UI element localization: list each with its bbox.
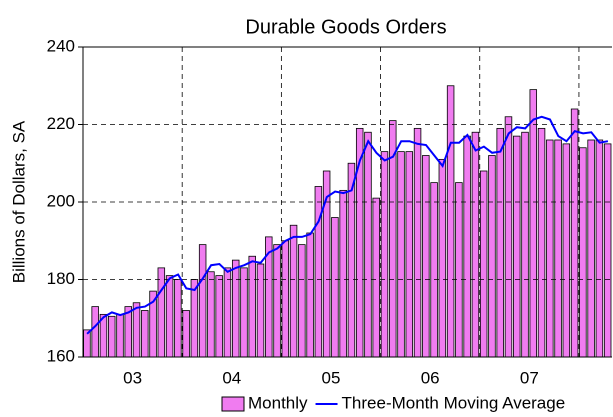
bar	[422, 155, 430, 358]
bar	[256, 263, 265, 358]
legend-swatch	[221, 396, 245, 412]
y-tick-label: 160	[47, 346, 75, 365]
legend-label: Three-Month Moving Average	[342, 393, 566, 412]
x-tick-label: 06	[421, 368, 440, 387]
bar	[298, 244, 306, 358]
bar	[587, 139, 595, 358]
y-tick-label: 180	[47, 269, 75, 288]
bar	[182, 310, 190, 358]
bar	[248, 255, 256, 358]
bar	[446, 85, 455, 358]
y-tick-label: 200	[47, 191, 75, 210]
moving-average-line	[86, 115, 609, 335]
bar	[107, 315, 116, 358]
bar	[207, 271, 215, 358]
bar	[397, 151, 405, 358]
bar	[488, 155, 496, 358]
x-tick-label: 03	[123, 368, 142, 387]
bar	[289, 224, 298, 358]
x-tick-label: 07	[520, 368, 539, 387]
bar	[116, 313, 124, 358]
bar	[430, 182, 438, 358]
y-tick-label: 220	[47, 114, 75, 133]
bar	[562, 143, 571, 358]
bar	[471, 131, 480, 358]
bar	[215, 275, 223, 358]
bar	[595, 139, 604, 358]
bar	[364, 131, 372, 358]
bar	[83, 329, 91, 358]
bar	[521, 131, 529, 358]
y-axis-label: Billions of Dollars, SA	[9, 120, 28, 283]
plot-frame	[82, 46, 612, 358]
bar	[405, 151, 414, 358]
bar	[347, 162, 356, 358]
bar	[372, 197, 380, 358]
bar	[463, 135, 471, 358]
bar	[455, 182, 463, 358]
bar	[165, 275, 174, 358]
bar	[132, 302, 141, 358]
bar	[157, 267, 166, 358]
chart-title: Durable Goods Orders	[245, 16, 446, 38]
bar	[198, 244, 207, 358]
bar	[438, 158, 447, 358]
bar	[339, 189, 347, 358]
bar	[603, 143, 612, 358]
bar	[240, 267, 248, 358]
x-tick-label: 04	[222, 368, 241, 387]
bar	[529, 89, 538, 358]
bar	[190, 279, 199, 358]
legend-label: Monthly	[248, 393, 308, 412]
bar	[504, 116, 513, 358]
bar	[380, 151, 389, 358]
bar	[306, 232, 314, 358]
bar	[231, 259, 240, 358]
bar	[331, 217, 339, 358]
bar	[554, 139, 562, 358]
bar	[174, 279, 182, 358]
bar	[546, 139, 554, 358]
bar	[413, 127, 422, 358]
bar	[570, 108, 579, 358]
y-tick-label: 240	[47, 36, 75, 55]
bar	[91, 306, 99, 358]
x-tick-label: 05	[322, 368, 341, 387]
bar	[141, 310, 149, 358]
bar	[273, 244, 281, 358]
bar	[513, 135, 521, 358]
bar	[479, 170, 488, 358]
bar	[223, 267, 232, 358]
bar	[496, 127, 504, 358]
bar	[579, 147, 587, 358]
bar	[281, 240, 290, 358]
bar	[537, 127, 546, 358]
